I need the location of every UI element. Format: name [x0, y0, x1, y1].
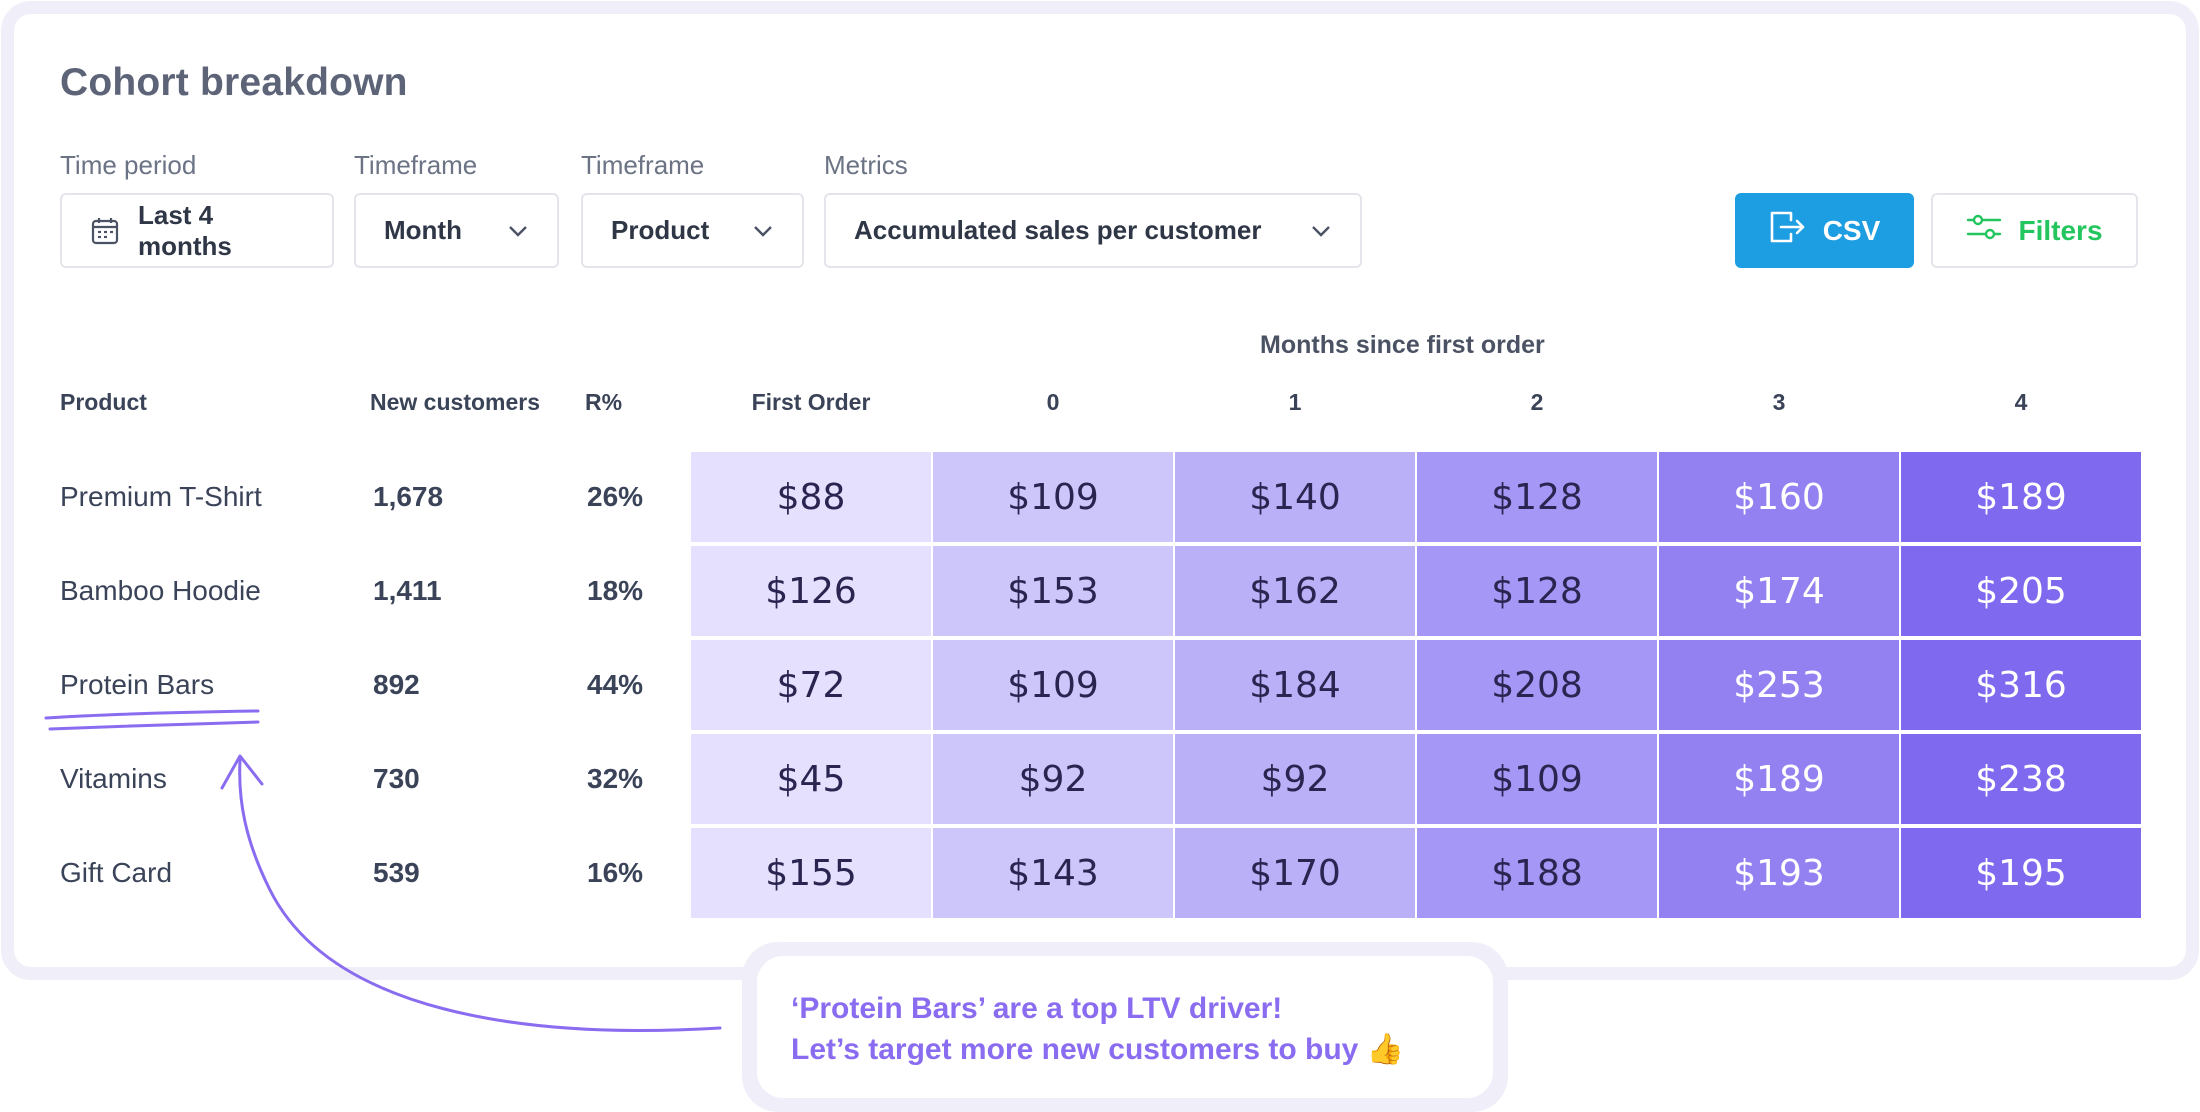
- heatmap-cell: $170: [1175, 828, 1415, 918]
- column-header-product: Product: [60, 389, 147, 415]
- column-header-month-2: 2: [1530, 389, 1544, 415]
- chevron-down-icon: [507, 220, 529, 242]
- column-header-new-customers: New customers: [370, 389, 541, 415]
- filters-button[interactable]: Filters: [1931, 193, 2138, 268]
- heatmap-cell: $174: [1659, 546, 1899, 636]
- row-product-name: Bamboo Hoodie: [60, 575, 261, 606]
- heatmap-cell: $193: [1659, 828, 1899, 918]
- row-r-pct: 18%: [587, 575, 644, 606]
- time-period-label: Time period: [60, 150, 197, 180]
- row-new-customers: 539: [373, 857, 420, 888]
- group-by-select[interactable]: Product: [581, 193, 804, 268]
- timeframe-label: Timeframe: [354, 150, 478, 180]
- row-product-name: Premium T-Shirt: [60, 481, 262, 512]
- calendar-icon: [90, 216, 120, 246]
- metrics-select[interactable]: Accumulated sales per customer: [824, 193, 1362, 268]
- column-header-first-order: First Order: [751, 389, 871, 415]
- heatmap-cell: $128: [1417, 452, 1657, 542]
- chevron-down-icon: [752, 220, 774, 242]
- heatmap-cell: $195: [1901, 828, 2141, 918]
- page-title: Cohort breakdown: [60, 61, 408, 104]
- row-product-name: Vitamins: [60, 763, 167, 794]
- column-header-r-pct: R%: [585, 389, 623, 415]
- chevron-down-icon: [1310, 220, 1332, 242]
- csv-label: CSV: [1822, 214, 1881, 246]
- row-product-name: Gift Card: [60, 857, 173, 888]
- heatmap-cell: $189: [1901, 452, 2141, 542]
- row-new-customers: 1,678: [373, 481, 444, 512]
- heatmap-cell: $316: [1901, 640, 2141, 730]
- column-header-month-3: 3: [1772, 389, 1786, 415]
- row-r-pct: 26%: [587, 481, 644, 512]
- export-icon: [1769, 210, 1807, 251]
- heatmap-cell: $140: [1175, 452, 1415, 542]
- heatmap-cell: $184: [1175, 640, 1415, 730]
- row-new-customers: 1,411: [373, 575, 442, 606]
- heatmap-cell: $88: [691, 452, 931, 542]
- filters-label: Filters: [2018, 214, 2103, 246]
- callout-line-1: ‘Protein Bars’ are a top LTV driver!: [791, 992, 1283, 1025]
- heatmap-cell: $153: [933, 546, 1173, 636]
- callout-line-2: Let’s target more new customers to buy 👍: [791, 1033, 1405, 1066]
- column-header-month-1: 1: [1288, 389, 1302, 415]
- heatmap-cell: $188: [1417, 828, 1657, 918]
- heatmap-cell: $205: [1901, 546, 2141, 636]
- row-product-name: Protein Bars: [60, 669, 215, 700]
- group-by-value: Product: [611, 215, 710, 245]
- heatmap-cell: $126: [691, 546, 931, 636]
- time-period-select[interactable]: Last 4 months: [60, 193, 334, 268]
- group-by-label: Timeframe: [581, 150, 705, 180]
- time-period-value: Last 4 months: [138, 199, 232, 261]
- heatmap-cell: $45: [691, 734, 931, 824]
- row-new-customers: 892: [373, 669, 420, 700]
- row-r-pct: 44%: [587, 669, 644, 700]
- metrics-label: Metrics: [824, 150, 908, 180]
- annotation-callout: ‘Protein Bars’ are a top LTV driver! Let…: [757, 956, 1493, 1098]
- heatmap-cell: $162: [1175, 546, 1415, 636]
- timeframe-value: Month: [384, 215, 462, 245]
- heatmap-cell: $189: [1659, 734, 1899, 824]
- heatmap-cell: $155: [691, 828, 931, 918]
- row-r-pct: 32%: [587, 763, 644, 794]
- months-since-header: Months since first order: [1260, 331, 1545, 359]
- heatmap-cell: $238: [1901, 734, 2141, 824]
- heatmap-cell: $92: [1175, 734, 1415, 824]
- heatmap-cell: $208: [1417, 640, 1657, 730]
- csv-export-button[interactable]: CSV: [1735, 193, 1914, 268]
- row-r-pct: 16%: [587, 857, 644, 888]
- heatmap-cell: $160: [1659, 452, 1899, 542]
- heatmap-cell: $72: [691, 640, 931, 730]
- heatmap-cell: $143: [933, 828, 1173, 918]
- heatmap-cell: $109: [1417, 734, 1657, 824]
- sliders-icon: [1966, 213, 2002, 248]
- column-header-month-4: 4: [2014, 389, 2028, 415]
- heatmap-cell: $92: [933, 734, 1173, 824]
- row-new-customers: 730: [373, 763, 420, 794]
- metrics-value: Accumulated sales per customer: [854, 215, 1262, 245]
- heatmap-cell: $109: [933, 452, 1173, 542]
- heatmap-cell: $109: [933, 640, 1173, 730]
- column-header-month-0: 0: [1046, 389, 1060, 415]
- timeframe-select[interactable]: Month: [354, 193, 559, 268]
- heatmap-cell: $128: [1417, 546, 1657, 636]
- heatmap-cell: $253: [1659, 640, 1899, 730]
